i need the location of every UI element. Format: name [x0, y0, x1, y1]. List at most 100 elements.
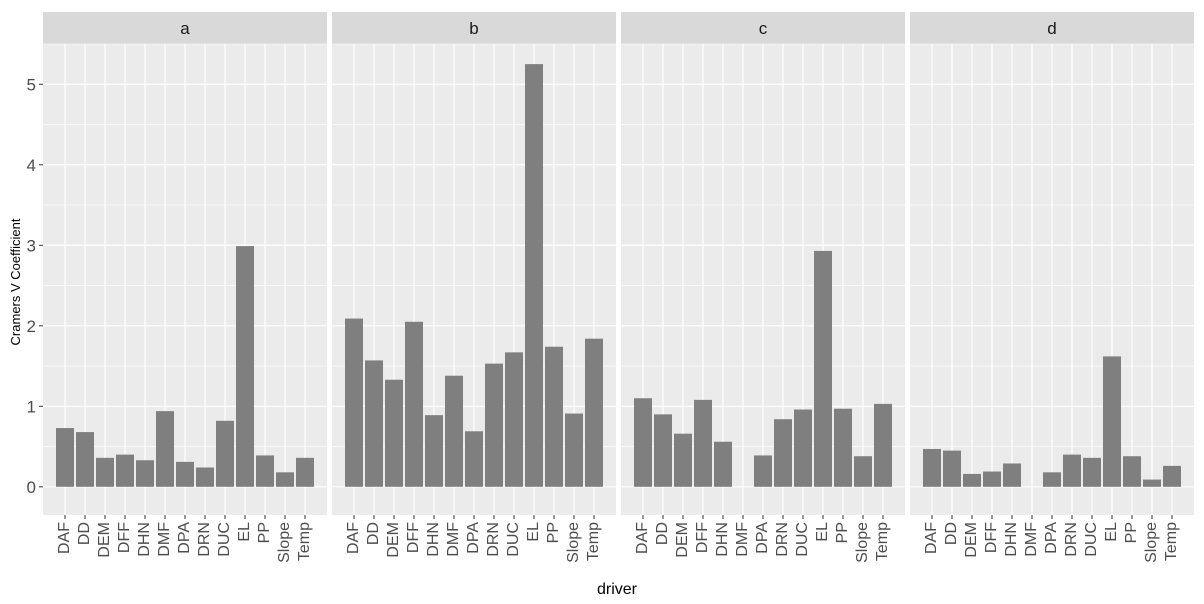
panel-strip-label: a [180, 19, 190, 38]
bar-b-dmf [445, 375, 463, 487]
bar-b-dhn [425, 415, 443, 487]
y-tick-label: 4 [27, 156, 36, 175]
panel-strip [621, 12, 905, 44]
bar-c-dpa [754, 455, 772, 487]
panel-b: b DAF DD DEM DFF DHN DMF DPA DRN DUC EL PP Slope Temp [332, 12, 616, 563]
bar-b-daf [345, 318, 363, 487]
x-tick-label: DD [365, 522, 382, 545]
x-tick-label: DAF [923, 522, 940, 554]
bar-d-slope [1143, 479, 1161, 487]
x-tick-label: PP [545, 522, 562, 543]
x-tick-label: Temp [585, 522, 602, 561]
x-tick-label: DHN [136, 522, 153, 557]
bar-a-el [236, 246, 254, 487]
bar-d-drn [1063, 454, 1081, 487]
y-tick-label: 2 [27, 317, 36, 336]
x-tick-label: DRN [774, 522, 791, 557]
y-axis-title: Cramers V Coefficient [8, 218, 23, 345]
x-tick-label: DAF [345, 522, 362, 554]
x-axis-title: driver [597, 581, 638, 598]
bar-c-dd [654, 414, 672, 487]
panel-a: a DAF DD DEM DFF DHN DMF DPA DRN DUC EL PP Slope Temp [43, 12, 327, 563]
x-tick-label: DD [76, 522, 93, 545]
bar-a-dhn [136, 460, 154, 487]
panel-c: c DAF DD DEM DFF DHN DMF DPA DRN DUC EL PP Slope Temp [621, 12, 905, 563]
x-tick-label: Slope [565, 522, 582, 563]
y-axis: 0 1 2 3 4 5 [27, 75, 43, 497]
bar-a-dpa [176, 461, 194, 487]
x-tick-label: DRN [485, 522, 502, 557]
bar-d-el [1103, 356, 1121, 487]
bar-b-slope [565, 413, 583, 487]
bar-c-temp [874, 403, 892, 487]
bar-a-slope [276, 472, 294, 487]
bar-c-drn [774, 419, 792, 487]
y-tick-label: 5 [27, 75, 36, 94]
x-tick-label: DPA [1043, 522, 1060, 554]
bar-c-daf [634, 398, 652, 487]
x-tick-label: DAF [634, 522, 651, 554]
panel-strip-label: c [759, 19, 768, 38]
panel-strip-label: b [469, 19, 478, 38]
x-tick-label: DEM [963, 522, 980, 558]
x-tick-label: DFF [983, 522, 1000, 553]
y-tick-label: 3 [27, 236, 36, 255]
bar-c-dem [674, 433, 692, 487]
panel-strip-label: d [1047, 19, 1056, 38]
bar-a-duc [216, 420, 234, 487]
bar-d-pp [1123, 456, 1141, 487]
bar-d-duc [1083, 457, 1101, 487]
bar-d-temp [1163, 465, 1181, 487]
x-tick-label: DAF [56, 522, 73, 554]
bar-a-dd [76, 432, 94, 487]
x-tick-label: DMF [1023, 522, 1040, 557]
panel-strip [332, 12, 616, 44]
bar-d-daf [923, 448, 941, 487]
x-tick-label: DUC [794, 522, 811, 557]
bar-d-dpa [1043, 472, 1061, 487]
bar-d-dd [943, 450, 961, 487]
bar-b-temp [585, 338, 603, 487]
bar-a-dff [116, 454, 134, 487]
bar-c-slope [854, 456, 872, 487]
x-tick-label: DFF [405, 522, 422, 553]
x-tick-label: DMF [156, 522, 173, 557]
x-tick-label: DEM [96, 522, 113, 558]
bar-b-duc [505, 352, 523, 487]
x-tick-label: Temp [874, 522, 891, 561]
x-tick-label: Temp [296, 522, 313, 561]
x-tick-label: EL [1103, 522, 1120, 542]
x-tick-label: EL [814, 522, 831, 542]
bar-a-dem [96, 457, 114, 487]
bar-b-el [525, 64, 543, 487]
x-tick-label: DEM [385, 522, 402, 558]
bar-c-el [814, 250, 832, 487]
y-tick-label: 0 [27, 478, 36, 497]
x-tick-label: DRN [1063, 522, 1080, 557]
x-tick-label: DD [943, 522, 960, 545]
bar-a-temp [296, 457, 314, 487]
x-tick-label: DMF [445, 522, 462, 557]
bar-c-duc [794, 409, 812, 487]
x-tick-label: DMF [734, 522, 751, 557]
x-tick-label: DUC [1083, 522, 1100, 557]
panel-d: d DAF DD DEM DFF DHN DMF DPA DRN DUC EL PP Slope Temp [910, 12, 1194, 563]
x-tick-label: DEM [674, 522, 691, 558]
bar-d-dff [983, 471, 1001, 487]
x-tick-label: EL [525, 522, 542, 542]
bar-b-dpa [465, 431, 483, 487]
x-tick-label: EL [236, 522, 253, 542]
x-tick-label: PP [834, 522, 851, 543]
x-tick-label: Slope [276, 522, 293, 563]
x-tick-label: DRN [196, 522, 213, 557]
x-tick-label: DFF [116, 522, 133, 553]
bar-c-dhn [714, 441, 732, 487]
x-tick-label: DHN [1003, 522, 1020, 557]
bar-a-dmf [156, 411, 174, 487]
panel-strip [910, 12, 1194, 44]
x-tick-label: DPA [465, 522, 482, 554]
bar-d-dhn [1003, 463, 1021, 487]
x-tick-label: Slope [1143, 522, 1160, 563]
